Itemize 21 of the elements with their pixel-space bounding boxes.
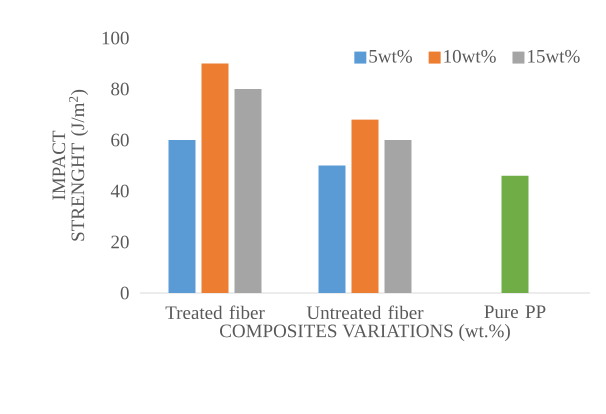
x-tick-label: Pure PP (484, 306, 546, 318)
bar (352, 120, 378, 293)
x-tick-label: Untreated fiber (306, 306, 424, 320)
x-tick-label: Treated fiber (166, 306, 265, 320)
y-tick-label: 40 (110, 184, 129, 198)
y-tick-label: 20 (111, 236, 129, 248)
bar (318, 165, 346, 293)
legend-label: 15wt% (528, 50, 580, 63)
y-tick-label: 80 (111, 82, 129, 96)
x-axis-title: COMPOSITES VARIATIONS (wt.%) (220, 324, 510, 342)
y-axis-title: IMPACT STRENGHT (J/m$^{2}$) (52, 90, 88, 241)
y-tick-label: 0 (120, 286, 129, 300)
legend-label: 10wt% (444, 50, 496, 63)
bar (202, 63, 228, 293)
bar (384, 140, 412, 293)
legend-label: 5wt% (369, 50, 412, 63)
bar (234, 88, 262, 293)
bar (502, 176, 528, 293)
bar (168, 140, 196, 293)
y-tick-label: 60 (111, 134, 129, 146)
y-tick-label: 100 (102, 32, 129, 44)
